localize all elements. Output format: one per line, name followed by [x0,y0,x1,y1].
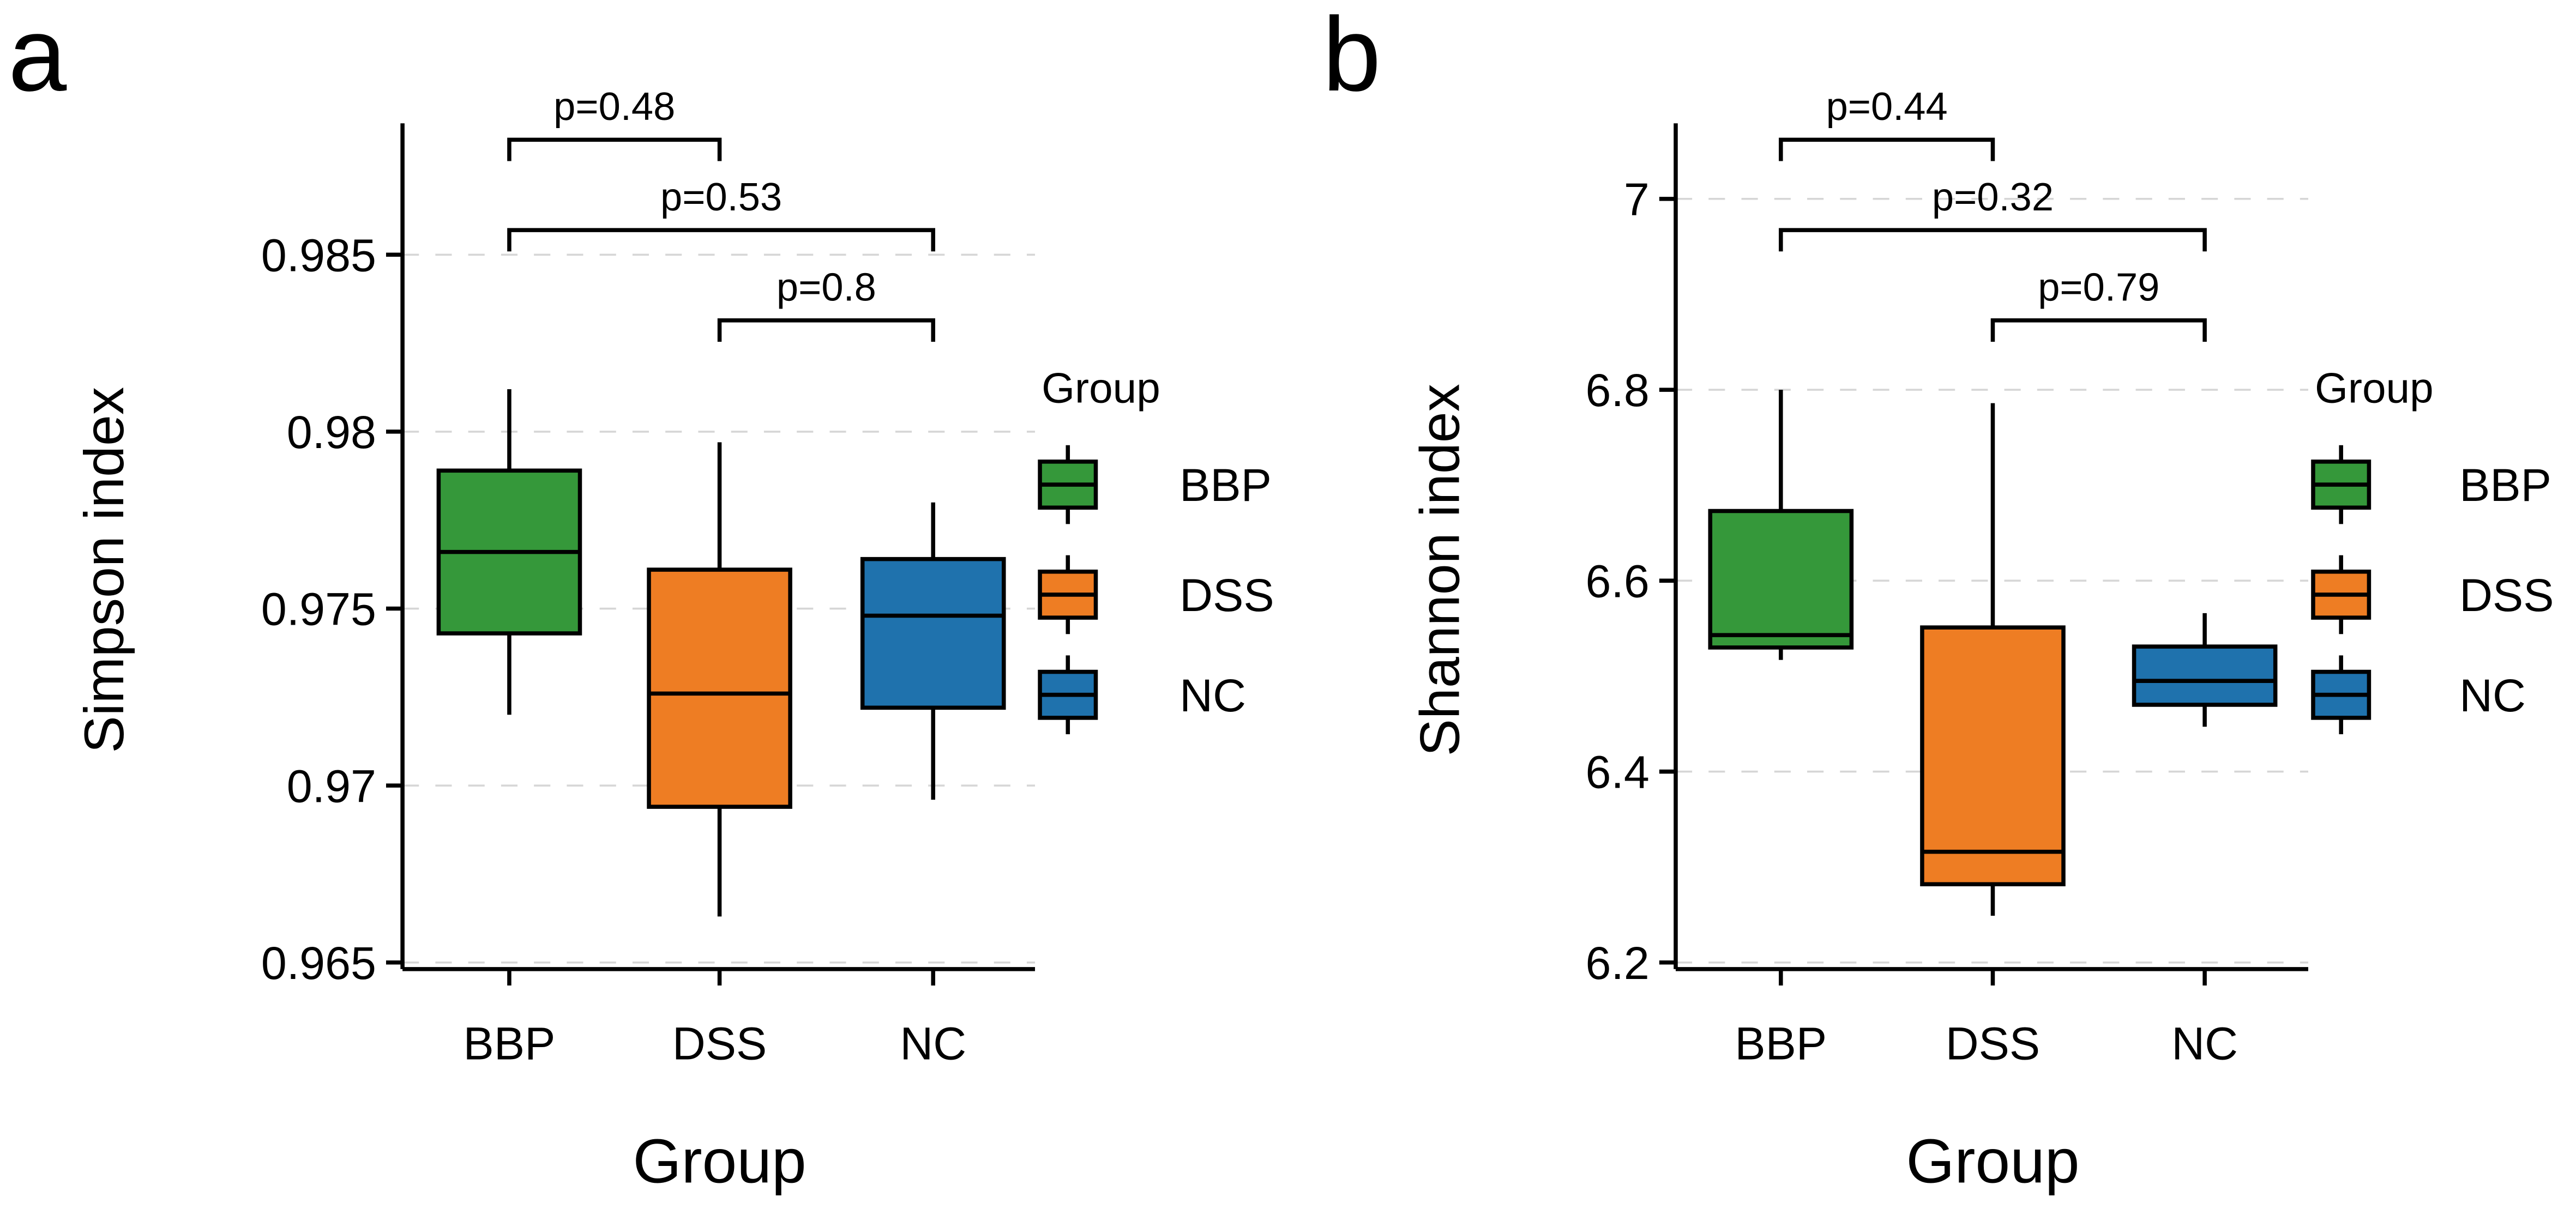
p-value-label: p=0.79 [2038,266,2159,310]
bracket-line [1779,137,1995,161]
comparison-bracket: p=0.44 [1779,85,1995,161]
y-tick-label: 0.97 [287,760,376,812]
y-tick-label: 0.985 [261,229,376,281]
legend-item-bbp: BBP [1038,445,1272,524]
panel-a-simpson: a Simpson index Group Group 0.965 0.97 0.9… [8,0,1274,1196]
y-tick-label: 0.975 [261,584,376,635]
bracket-line [717,318,936,342]
comparison-bracket: p=0.48 [507,85,722,161]
y-tick-label: 0.98 [287,407,376,458]
legend-label: BBP [2459,460,2551,511]
iqr-box [2132,644,2278,707]
legend-label: NC [2459,670,2526,721]
box-dss [1920,403,2066,916]
legend-label: NC [1179,670,1246,721]
panel-label-a: a [8,0,67,113]
legend-item-dss: DSS [2311,555,2554,634]
y-tick-label: 6.2 [1586,938,1650,989]
p-value-label: p=0.48 [553,85,675,129]
p-value-label: p=0.53 [660,176,782,219]
panel-label-b: b [1322,0,1381,113]
bracket-line [1779,228,2207,252]
y-axis-title-a: Simpson index [73,387,135,753]
box-bbp [436,389,582,715]
x-axis-title-a: Group [633,1126,806,1196]
iqr-box [1920,625,2066,886]
box-bbp [1708,390,1854,660]
legend-item-dss: DSS [1038,555,1274,634]
iqr-box [860,557,1006,710]
comparison-bracket: p=0.79 [1990,266,2207,342]
iqr-box [1708,509,1854,650]
legend-title-b: Group [2315,364,2434,412]
y-tick-label: 7 [1624,174,1650,225]
y-tick-label: 6.6 [1586,555,1650,607]
p-value-label: p=0.44 [1826,85,1948,129]
iqr-box [647,567,792,809]
box-nc [2132,613,2278,727]
y-tick-label: 6.4 [1586,747,1650,798]
legend-item-bbp: BBP [2311,445,2551,524]
box-dss [647,442,792,917]
legend-item-nc: NC [1038,655,1246,735]
box-nc [860,502,1006,800]
comparison-bracket: p=0.32 [1779,176,2207,252]
x-tick-label: DSS [1946,1018,2040,1069]
legend-label: BBP [1179,460,1272,511]
bracket-line [507,137,722,161]
x-tick-label: NC [900,1018,966,1069]
bracket-line [1990,318,2207,342]
y-axis-title-b: Shannon index [1408,384,1471,756]
bracket-line [507,228,936,252]
y-tick-label: 0.965 [261,938,376,989]
comparison-bracket: p=0.8 [717,266,936,342]
panel-b-shannon: b Shannon index Group Group 6.2 6.4 6.6 6.8… [1322,0,2554,1196]
legend-title-a: Group [1042,364,1160,412]
legend-label: DSS [2459,570,2554,621]
y-tick-label: 6.8 [1586,365,1650,416]
x-tick-label: BBP [464,1018,556,1069]
x-tick-label: BBP [1735,1018,1827,1069]
legend-item-nc: NC [2311,655,2526,735]
x-tick-label: DSS [672,1018,767,1069]
p-value-label: p=0.8 [777,266,876,310]
p-value-label: p=0.32 [1932,176,2054,219]
x-axis-title-b: Group [1906,1126,2079,1196]
x-tick-label: NC [2171,1018,2238,1069]
comparison-bracket: p=0.53 [507,176,936,252]
legend-label: DSS [1179,570,1274,621]
